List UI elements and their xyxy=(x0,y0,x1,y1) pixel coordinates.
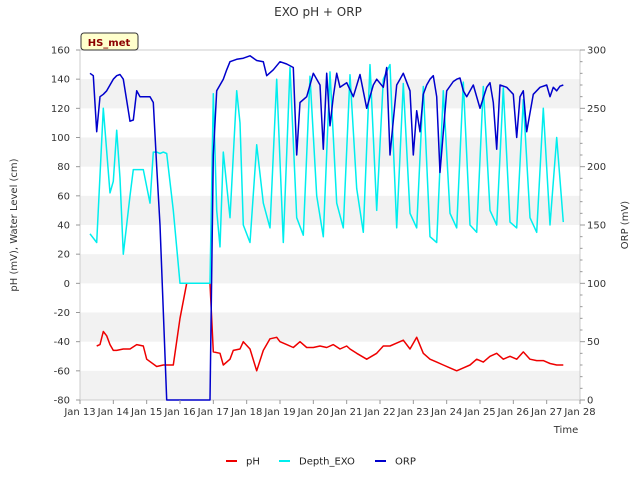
right-axis-tick-label: 200 xyxy=(587,162,606,173)
left-axis-tick-label: 40 xyxy=(57,221,70,232)
right-axis-tick-label: 0 xyxy=(587,396,593,407)
x-axis-tick-label: Jan 25 xyxy=(463,407,495,418)
station-badge-label: HS_met xyxy=(88,38,131,49)
left-axis-tick-label: 0 xyxy=(64,279,70,290)
legend-label-depth-exo: Depth_EXO xyxy=(299,457,355,468)
left-axis-tick-label: 140 xyxy=(51,75,70,86)
x-axis-tick-label: Jan 23 xyxy=(397,407,429,418)
x-axis-tick-label: Jan 19 xyxy=(263,407,295,418)
right-axis-tick-label: 300 xyxy=(587,46,606,57)
left-axis-tick-label: 160 xyxy=(51,46,70,57)
left-axis-tick-label: -60 xyxy=(54,366,70,377)
x-axis-tick-label: Jan 17 xyxy=(197,407,229,418)
x-axis-tick-label: Jan 20 xyxy=(297,407,329,418)
x-axis-tick-label: Jan 18 xyxy=(230,407,262,418)
x-axis-title: Time xyxy=(553,425,578,436)
x-axis-tick-label: Jan 13 xyxy=(63,407,95,418)
grid-band xyxy=(80,254,580,284)
x-axis-tick-label: Jan 16 xyxy=(163,407,195,418)
x-axis-tick-label: Jan 26 xyxy=(497,407,529,418)
x-axis-tick-label: Jan 14 xyxy=(97,407,129,418)
station-badge: HS_met xyxy=(80,32,139,51)
right-axis-tick-label: 150 xyxy=(587,221,606,232)
left-axis-tick-label: 60 xyxy=(57,191,70,202)
x-axis-tick-label: Jan 22 xyxy=(363,407,395,418)
right-axis-tick-label: 250 xyxy=(587,104,606,115)
left-axis-ticks: -80 -60 -40 -20 0 20 40 60 80 100 120 140 160 xyxy=(51,46,80,407)
grid-band xyxy=(80,370,580,400)
left-axis-tick-label: -80 xyxy=(54,396,70,407)
left-axis-tick-label: 20 xyxy=(57,250,70,261)
series-line-ph xyxy=(96,282,564,372)
right-axis-tick-label: 50 xyxy=(587,337,600,348)
legend-label-ph: pH xyxy=(246,457,260,468)
left-axis-tick-label: -20 xyxy=(54,308,70,319)
x-axis-tick-label: Jan 28 xyxy=(563,407,595,418)
right-axis-tick-label: 100 xyxy=(587,279,606,290)
series-line-orp xyxy=(89,55,564,401)
legend: pH Depth_EXO ORP xyxy=(226,457,416,468)
series-line-depth-exo xyxy=(89,63,565,285)
y-axis-title: pH (mV), Water Level (cm) xyxy=(9,158,20,291)
x-axis-tick-label: Jan 27 xyxy=(530,407,562,418)
left-axis-tick-label: 100 xyxy=(51,133,70,144)
x-axis-tick-label: Jan 24 xyxy=(430,407,462,418)
x-axis-tick-label: Jan 15 xyxy=(130,407,162,418)
y2-axis-title: ORP (mV) xyxy=(620,201,631,250)
chart-title: EXO pH + ORP xyxy=(274,5,362,19)
series-layer xyxy=(89,55,565,401)
grid-band xyxy=(80,195,580,225)
legend-label-orp: ORP xyxy=(395,457,416,468)
left-axis-tick-label: 80 xyxy=(57,162,70,173)
left-axis-tick-label: 120 xyxy=(51,104,70,115)
x-axis-ticks: Jan 13 Jan 14 Jan 15 Jan 16 Jan 17 Jan 18 Jan … xyxy=(63,400,596,418)
left-axis-tick-label: -40 xyxy=(54,337,70,348)
station-badge-box xyxy=(80,32,139,51)
grid-band xyxy=(80,312,580,342)
right-axis-ticks: 0 50 100 150 200 250 300 xyxy=(580,46,606,407)
x-axis-tick-label: Jan 21 xyxy=(330,407,362,418)
